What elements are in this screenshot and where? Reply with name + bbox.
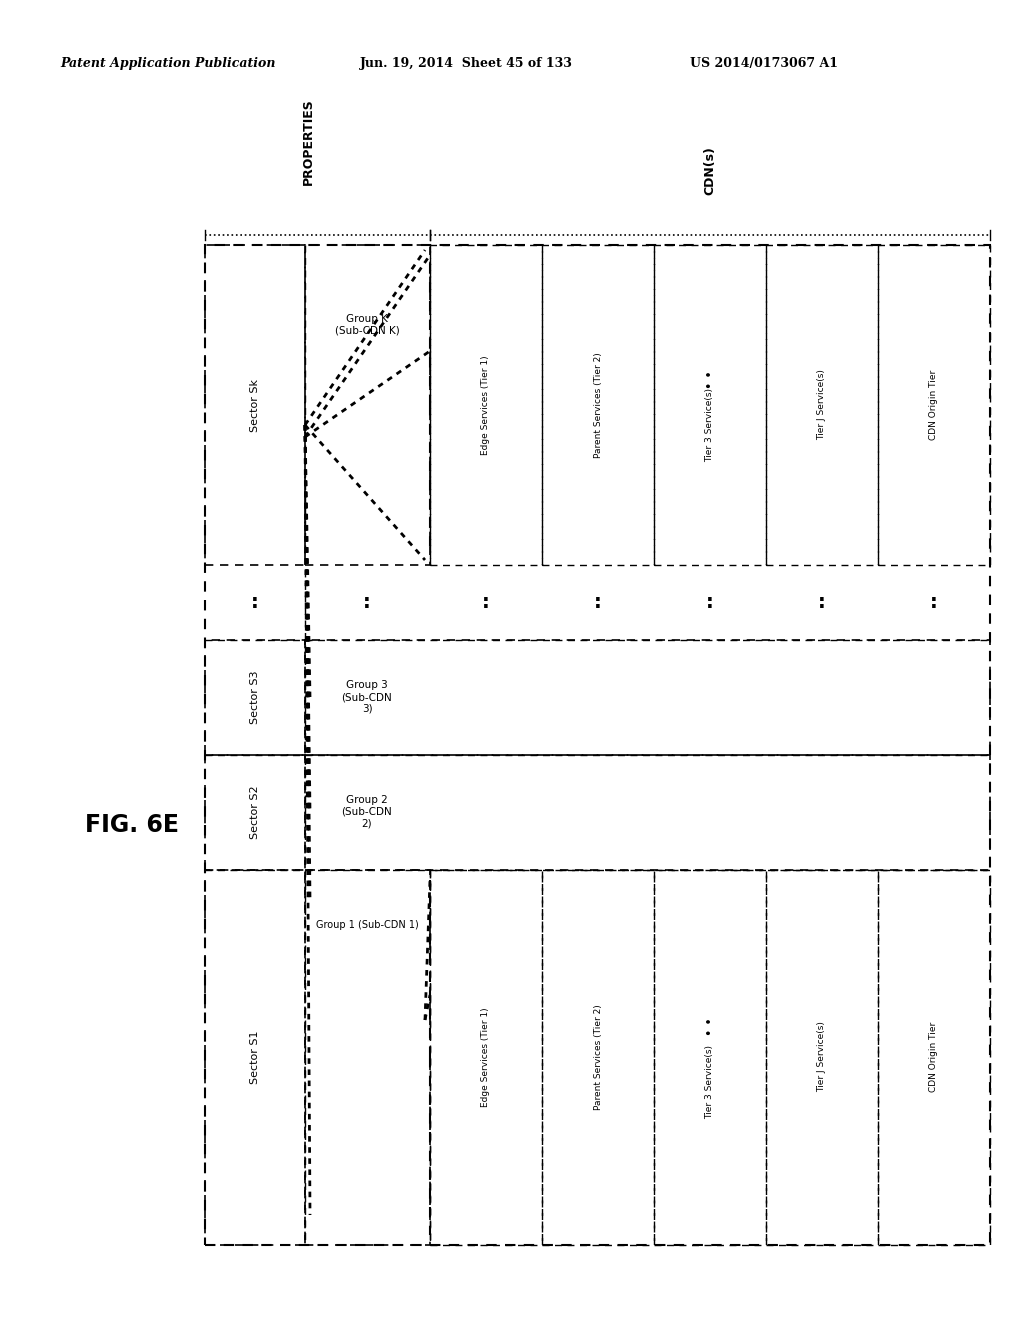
Text: Edge Services (Tier 1): Edge Services (Tier 1) bbox=[481, 355, 490, 455]
Text: CDN(s): CDN(s) bbox=[703, 147, 717, 195]
Bar bbox=[430, 246, 542, 565]
Text: US 2014/0173067 A1: US 2014/0173067 A1 bbox=[690, 57, 838, 70]
Text: Sector S1: Sector S1 bbox=[250, 1030, 260, 1084]
Text: Group 2
(Sub-CDN
2): Group 2 (Sub-CDN 2) bbox=[342, 796, 392, 829]
Bar bbox=[205, 246, 990, 1245]
Text: Tier J Service(s): Tier J Service(s) bbox=[817, 370, 826, 441]
Text: :: : bbox=[364, 593, 371, 611]
Text: Group 3
(Sub-CDN
3): Group 3 (Sub-CDN 3) bbox=[342, 680, 392, 714]
Bar bbox=[205, 870, 305, 1245]
Text: Parent Services (Tier 2): Parent Services (Tier 2) bbox=[594, 1005, 602, 1110]
Text: Tier J Service(s): Tier J Service(s) bbox=[817, 1022, 826, 1093]
Bar bbox=[430, 870, 542, 1245]
Text: :: : bbox=[594, 593, 602, 611]
Text: Group K
(Sub-CDN K): Group K (Sub-CDN K) bbox=[335, 314, 399, 335]
Bar bbox=[305, 246, 430, 565]
Text: Tier 3 Service(s): Tier 3 Service(s) bbox=[706, 1045, 715, 1119]
Text: CDN Origin Tier: CDN Origin Tier bbox=[930, 370, 939, 440]
Text: :: : bbox=[482, 593, 489, 611]
Text: Jun. 19, 2014  Sheet 45 of 133: Jun. 19, 2014 Sheet 45 of 133 bbox=[360, 57, 572, 70]
Text: • •: • • bbox=[703, 371, 717, 389]
Bar bbox=[305, 870, 430, 1245]
Text: Tier 3 Service(s): Tier 3 Service(s) bbox=[706, 388, 715, 462]
Bar bbox=[766, 246, 878, 565]
Bar bbox=[878, 246, 990, 565]
Bar bbox=[205, 246, 305, 565]
Text: Edge Services (Tier 1): Edge Services (Tier 1) bbox=[481, 1007, 490, 1106]
Text: Sector S3: Sector S3 bbox=[250, 671, 260, 723]
Text: :: : bbox=[930, 593, 938, 611]
Bar bbox=[654, 246, 766, 565]
Text: Sector Sk: Sector Sk bbox=[250, 379, 260, 432]
Bar bbox=[205, 755, 305, 870]
Text: :: : bbox=[818, 593, 826, 611]
Bar bbox=[542, 870, 654, 1245]
Bar bbox=[205, 640, 305, 755]
Text: Group 1 (Sub-CDN 1): Group 1 (Sub-CDN 1) bbox=[315, 920, 419, 931]
Bar bbox=[878, 870, 990, 1245]
Text: Patent Application Publication: Patent Application Publication bbox=[60, 57, 275, 70]
Text: PROPERTIES: PROPERTIES bbox=[301, 98, 314, 185]
Bar bbox=[654, 870, 766, 1245]
Bar bbox=[542, 246, 654, 565]
Text: • •: • • bbox=[703, 1018, 717, 1036]
Text: :: : bbox=[707, 593, 714, 611]
Bar bbox=[305, 755, 990, 870]
Bar bbox=[766, 870, 878, 1245]
Bar bbox=[305, 640, 990, 755]
Text: Parent Services (Tier 2): Parent Services (Tier 2) bbox=[594, 352, 602, 458]
Text: CDN Origin Tier: CDN Origin Tier bbox=[930, 1022, 939, 1092]
Text: FIG. 6E: FIG. 6E bbox=[85, 813, 179, 837]
Text: Sector S2: Sector S2 bbox=[250, 785, 260, 838]
Text: :: : bbox=[251, 593, 259, 611]
